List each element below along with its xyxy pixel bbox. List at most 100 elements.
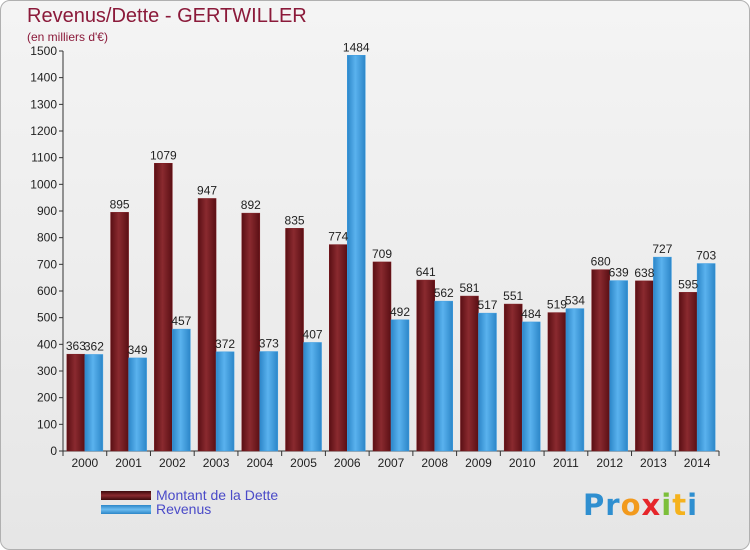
y-tick-label: 1200: [30, 124, 57, 138]
bar-dette: [285, 228, 304, 452]
y-tick-label: 1500: [30, 44, 57, 58]
data-label-revenus: 457: [171, 314, 191, 328]
logo-letter: i: [661, 488, 673, 522]
logo-letter: P: [583, 488, 606, 522]
data-label-revenus: 1484: [343, 40, 370, 54]
bar-dette: [154, 163, 173, 452]
y-tick-label: 600: [37, 284, 57, 298]
x-tick-label: 2009: [465, 456, 492, 470]
x-tick-label: 2001: [115, 456, 142, 470]
y-tick-label: 300: [37, 364, 57, 378]
proxiti-logo: Proxiti: [583, 488, 698, 522]
y-axis: 0 100 200 300 400 500 600 700 800 900 1000 1100 1200…: [30, 44, 64, 458]
bar-revenus: [172, 328, 191, 452]
y-tick-label: 900: [37, 204, 57, 218]
y-tick-label: 700: [37, 257, 57, 271]
data-label-revenus: 362: [84, 339, 104, 353]
x-tick-label: 2013: [640, 456, 667, 470]
x-tick-label: 2014: [684, 456, 711, 470]
data-label-revenus: 639: [609, 266, 629, 280]
y-tick-label: 0: [50, 444, 57, 458]
logo-letter: r: [605, 488, 621, 522]
data-label-revenus: 372: [215, 337, 235, 351]
y-tick-label: 500: [37, 311, 57, 325]
bar-dette: [416, 279, 435, 452]
y-tick-label: 400: [37, 337, 57, 351]
bar-revenus: [521, 321, 541, 452]
logo-letter: o: [620, 488, 642, 522]
data-label-dette: 774: [328, 230, 348, 244]
bar-revenus: [84, 354, 104, 452]
data-label-revenus: 517: [477, 298, 497, 312]
data-label-dette: 680: [591, 255, 611, 269]
bar-revenus: [565, 308, 585, 452]
y-tick-label: 100: [37, 417, 57, 431]
bar-revenus: [434, 300, 453, 452]
chart-title: Revenus/Dette - GERTWILLER: [27, 5, 307, 27]
logo-letter: i: [687, 488, 699, 522]
x-tick-label: 2000: [72, 456, 99, 470]
bar-dette: [503, 303, 523, 452]
y-tick-label: 800: [37, 231, 57, 245]
data-label-dette: 519: [547, 298, 567, 312]
x-axis: 2000 2001 2002 2003 2004 2005 2006 2007 2008 2009…: [62, 450, 720, 470]
data-label-dette: 947: [197, 183, 217, 197]
data-label-revenus: 492: [390, 305, 410, 319]
x-tick-label: 2005: [290, 456, 317, 470]
legend-swatch-dette: [101, 491, 151, 500]
data-label-revenus: 534: [565, 294, 585, 308]
bar-revenus: [303, 342, 322, 452]
bar-dette: [241, 212, 261, 452]
x-tick-label: 2012: [596, 456, 623, 470]
data-label-dette: 581: [459, 281, 479, 295]
logo-letter: t: [672, 488, 688, 522]
bar-dette: [591, 269, 610, 452]
legend-swatch-revenus: [101, 505, 151, 514]
data-label-revenus: 407: [303, 327, 323, 341]
bar-revenus: [478, 312, 497, 452]
data-label-dette: 835: [285, 213, 305, 227]
bar-dette: [110, 212, 129, 452]
data-label-dette: 892: [241, 198, 261, 212]
bar-dette: [197, 198, 217, 452]
bar-dette: [460, 295, 479, 452]
data-label-dette: 895: [110, 197, 130, 211]
data-label-revenus: 727: [652, 242, 672, 256]
bars: [66, 55, 716, 452]
data-label-revenus: 484: [521, 307, 541, 321]
y-tick-label: 1000: [30, 177, 57, 191]
data-label-dette: 363: [66, 339, 86, 353]
data-label-dette: 638: [634, 266, 654, 280]
bar-dette: [678, 292, 698, 452]
bar-revenus: [128, 357, 147, 452]
x-tick-label: 2006: [334, 456, 361, 470]
bar-revenus: [653, 256, 672, 452]
x-tick-label: 2008: [421, 456, 448, 470]
y-tick-label: 1300: [30, 97, 57, 111]
bar-revenus: [259, 351, 279, 452]
bar-revenus: [609, 280, 628, 452]
x-tick-label: 2011: [553, 456, 579, 470]
x-tick-label: 2007: [378, 456, 405, 470]
chart-subtitle: (en milliers d'€): [27, 30, 108, 44]
x-tick-label: 2004: [246, 456, 273, 470]
bar-dette: [66, 353, 86, 452]
bar-dette: [635, 280, 654, 452]
logo-letter: x: [641, 488, 662, 522]
legend-label-dette: Montant de la Dette: [156, 487, 279, 503]
bar-revenus: [696, 263, 716, 452]
x-tick-label: 2003: [203, 456, 230, 470]
data-label-dette: 551: [503, 289, 523, 303]
legend-label-revenus: Revenus: [156, 501, 212, 517]
data-label-revenus: 373: [259, 337, 279, 351]
data-label-dette: 1079: [150, 148, 177, 162]
data-label-revenus: 562: [434, 286, 454, 300]
y-tick-label: 1100: [31, 151, 57, 165]
bar-revenus: [390, 319, 410, 452]
data-label-revenus: 703: [696, 249, 716, 263]
data-label-dette: 641: [416, 265, 436, 279]
y-tick-label: 1400: [30, 71, 57, 85]
